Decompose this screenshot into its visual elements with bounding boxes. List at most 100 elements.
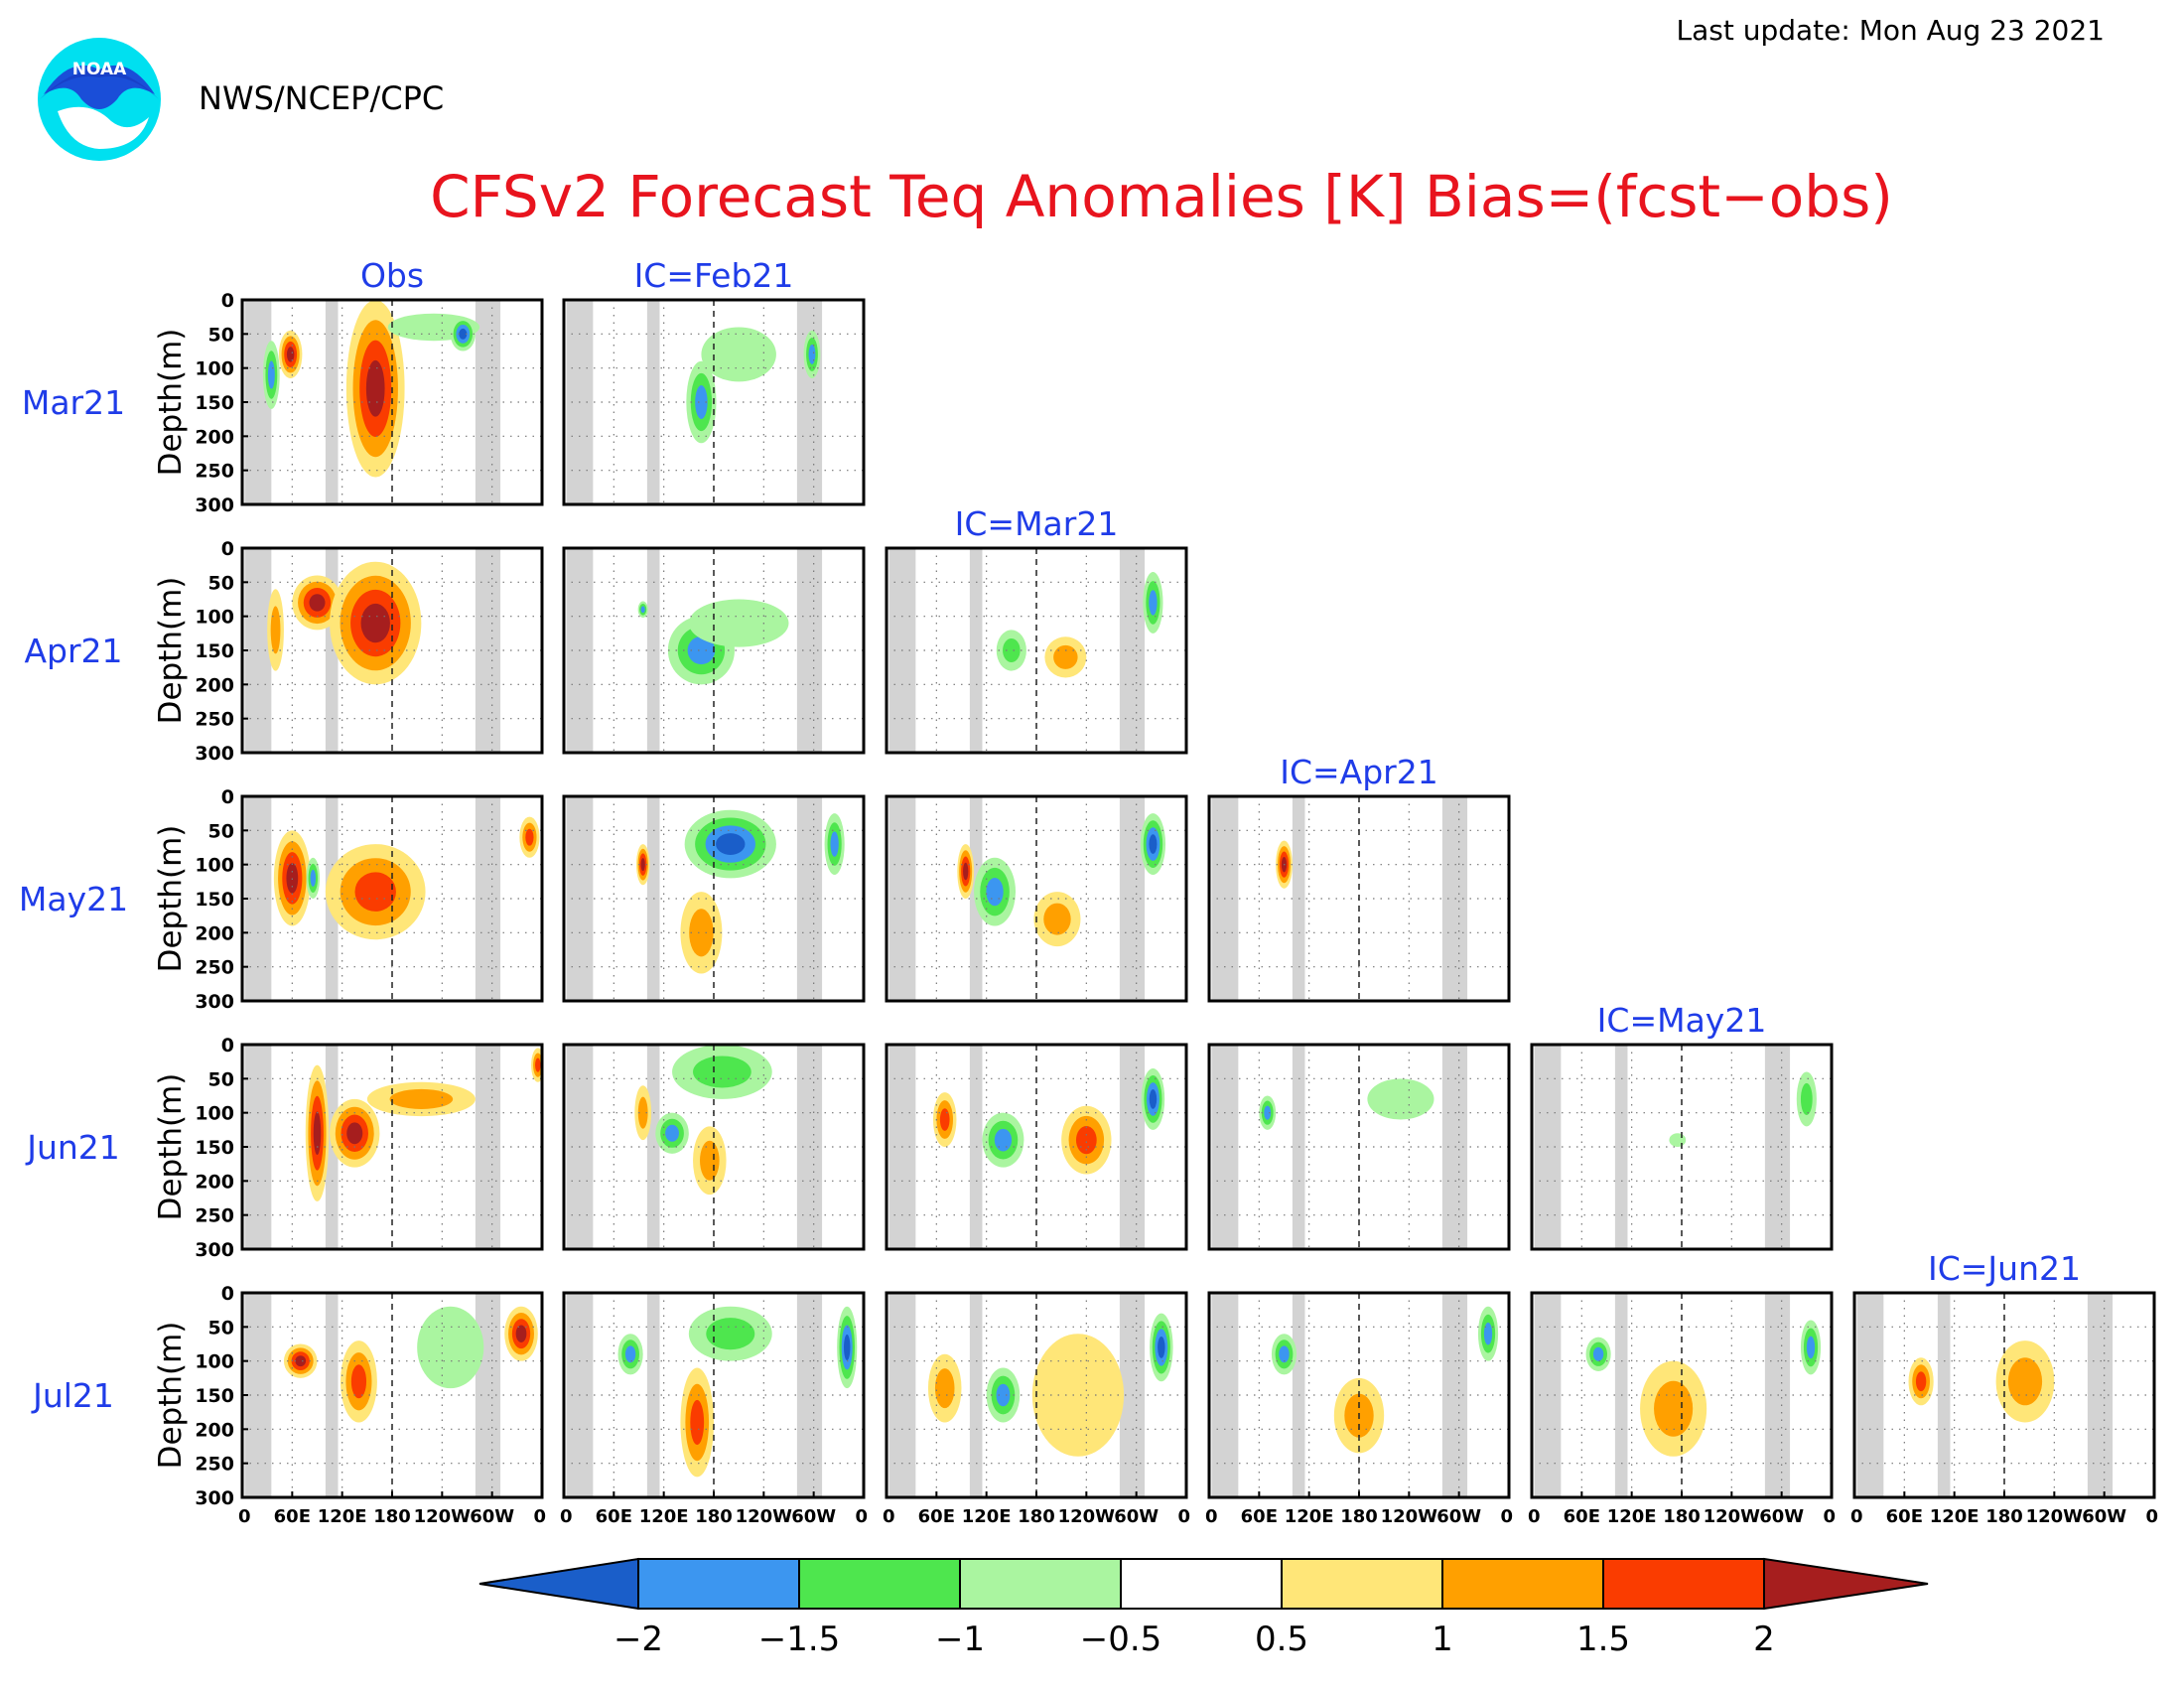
anomaly-contour: [934, 1368, 955, 1409]
x-tick-label: 120W: [414, 1506, 472, 1527]
y-tick-label: 0: [221, 538, 234, 560]
anomaly-contour: [808, 345, 816, 364]
y-tick-label: 50: [208, 572, 234, 594]
anomaly-contour: [690, 1399, 705, 1446]
anomaly-contour: [1806, 1336, 1816, 1359]
anomaly-contour: [310, 869, 317, 887]
panel: [562, 794, 866, 1003]
x-tick-label: 60W: [1759, 1506, 1804, 1527]
x-tick-label: 60E: [918, 1506, 955, 1527]
x-tick-label: 0: [1205, 1506, 1218, 1527]
column-title: IC=Apr21: [1280, 753, 1438, 791]
agency-label: NWS/NCEP/CPC: [199, 79, 444, 117]
colorbar-segment: [959, 1558, 1122, 1610]
x-tick-label: 0: [533, 1506, 546, 1527]
anomaly-contour: [1800, 1082, 1813, 1115]
anomaly-contour: [1279, 1345, 1290, 1363]
anomaly-contour: [1264, 1105, 1272, 1120]
panel: Obs 0 50 100 150 200 250 300 Depth(m): [153, 256, 544, 516]
y-tick-label: 50: [208, 820, 234, 842]
y-tick-label: 200: [195, 922, 234, 944]
panel-frame: [1207, 1043, 1511, 1251]
colorbar-arrow-high: [1763, 1557, 1929, 1611]
y-tick-label: 250: [195, 709, 234, 731]
y-axis-label: Depth(m): [153, 577, 189, 725]
anomaly-contour: [1654, 1380, 1694, 1437]
panel-frame: [562, 546, 866, 755]
anomaly-contour: [295, 1355, 307, 1367]
y-tick-label: 150: [195, 640, 234, 662]
anomaly-contour: [309, 594, 326, 612]
y-tick-label: 200: [195, 674, 234, 696]
x-tick-label: 0: [1850, 1506, 1863, 1527]
x-tick-label: 120W: [1058, 1506, 1116, 1527]
anomaly-contour: [1483, 1322, 1493, 1345]
anomaly-contour: [1367, 1078, 1434, 1120]
x-tick-label: 60E: [274, 1506, 311, 1527]
column-title: IC=May21: [1597, 1001, 1767, 1040]
x-tick-label: 120W: [1381, 1506, 1438, 1527]
y-tick-label: 150: [195, 889, 234, 911]
chart-title: CFSv2 Forecast Teq Anomalies [K] Bias=(f…: [430, 163, 1893, 230]
x-tick-label: 120E: [639, 1506, 689, 1527]
x-tick-label: 60E: [596, 1506, 632, 1527]
anomaly-contour: [1043, 903, 1071, 935]
y-axis-label: Depth(m): [153, 1322, 189, 1470]
x-tick-label: 0: [855, 1506, 868, 1527]
x-tick-label: 120W: [736, 1506, 793, 1527]
y-tick-label: 100: [195, 607, 234, 629]
y-axis-label: Depth(m): [153, 1073, 189, 1221]
y-tick-label: 150: [195, 1385, 234, 1407]
panel: [562, 1043, 866, 1251]
y-tick-label: 300: [195, 494, 234, 516]
anomaly-contour: [665, 1124, 679, 1142]
colorbar-label: 1.5: [1576, 1620, 1630, 1659]
x-tick-label: 120E: [1285, 1506, 1334, 1527]
anomaly-contour: [2007, 1357, 2043, 1406]
anomaly-contour: [360, 603, 390, 643]
y-tick-label: 0: [221, 290, 234, 312]
anomaly-contour: [346, 1122, 363, 1145]
x-tick-label: 60W: [1114, 1506, 1159, 1527]
x-tick-label: 180: [1663, 1506, 1701, 1527]
anomaly-contour: [939, 1108, 950, 1131]
anomaly-contour: [688, 599, 789, 647]
anomaly-contour: [1149, 834, 1158, 854]
x-tick-label: 0: [1823, 1506, 1836, 1527]
x-tick-label: 120W: [1704, 1506, 1761, 1527]
column-title: IC=Feb21: [634, 256, 794, 295]
anomaly-contour: [459, 328, 468, 340]
y-tick-label: 200: [195, 1171, 234, 1193]
anomaly-contour: [417, 1306, 484, 1389]
column-title: IC=Jun21: [1928, 1249, 2081, 1288]
anomaly-contour: [830, 831, 839, 857]
colorbar-segment: [1441, 1558, 1604, 1610]
x-tick-label: 60W: [470, 1506, 514, 1527]
panel-frame: [885, 546, 1188, 755]
y-tick-label: 250: [195, 1205, 234, 1227]
y-tick-label: 0: [221, 1283, 234, 1305]
column-title: IC=Mar21: [955, 504, 1119, 543]
colorbar-segment: [1602, 1558, 1765, 1610]
last-update: Last update: Mon Aug 23 2021: [1676, 14, 2105, 47]
x-tick-label: 0: [1528, 1506, 1541, 1527]
noaa-logo-text: NOAA: [72, 60, 127, 79]
x-tick-label: 180: [373, 1506, 411, 1527]
y-tick-label: 150: [195, 392, 234, 414]
anomaly-contour: [986, 877, 1004, 907]
panel: 0 60E 120E 180 120W 60W 0: [883, 1291, 1190, 1527]
anomaly-contour: [350, 1364, 367, 1399]
panel-frame: [1530, 1043, 1834, 1251]
panel: [562, 546, 866, 755]
anomaly-contour: [716, 833, 746, 855]
panel: IC=Apr21: [1207, 753, 1511, 1003]
x-tick-label: 0: [1177, 1506, 1190, 1527]
y-tick-label: 150: [195, 1137, 234, 1159]
y-axis-label: Depth(m): [153, 825, 189, 973]
y-tick-label: 100: [195, 1103, 234, 1125]
colorbar-label: 2: [1753, 1620, 1775, 1659]
colorbar-label: 0.5: [1255, 1620, 1308, 1659]
anomaly-contour: [267, 360, 275, 389]
anomaly-contour: [701, 327, 776, 382]
